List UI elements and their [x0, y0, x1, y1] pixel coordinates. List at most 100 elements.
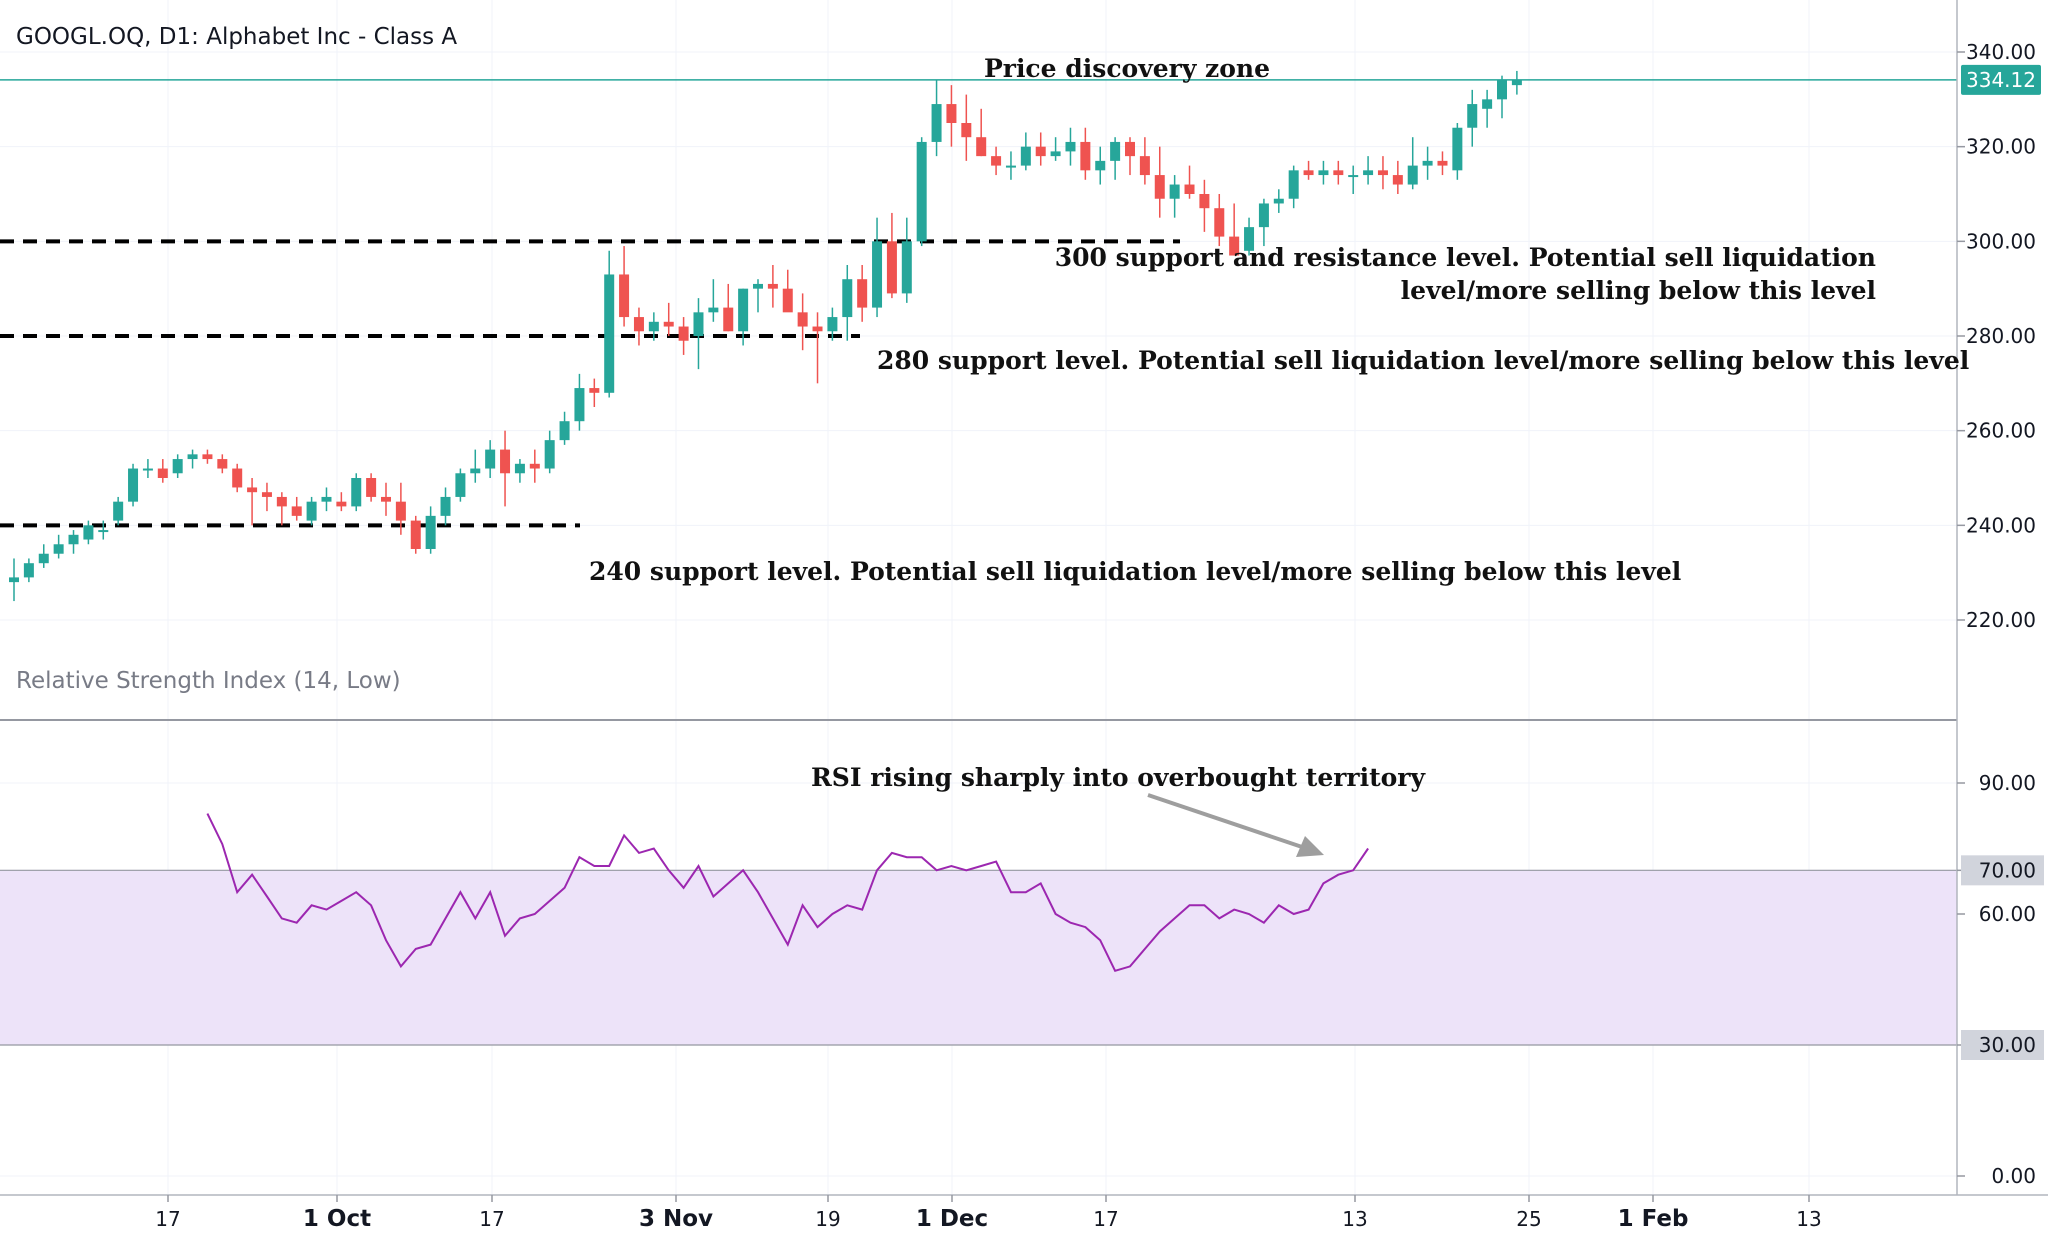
- price-tick-label: 340.00: [1966, 40, 2036, 64]
- candle: [1288, 165, 1299, 209]
- candle-body: [410, 520, 421, 549]
- time-axis[interactable]: 17 1 Oct 17 3 Nov 19 1 Dec 17 13 25 1 Feb 13: [155, 1195, 1822, 1232]
- candle: [782, 269, 793, 313]
- candle: [1511, 70, 1522, 95]
- candle: [395, 482, 406, 535]
- candle: [1020, 132, 1031, 171]
- candle-body: [708, 307, 719, 313]
- candle: [261, 482, 272, 512]
- candle-body: [633, 317, 644, 332]
- price-tick-label: 240.00: [1966, 513, 2036, 537]
- candle-body: [1437, 160, 1448, 166]
- support-levels: [0, 239, 1180, 528]
- candle-body: [1497, 80, 1507, 100]
- candle: [98, 520, 109, 540]
- candle: [872, 217, 883, 318]
- price-axis[interactable]: 340.00 320.00 300.00 280.00 260.00 240.00 220.…: [1957, 40, 2036, 632]
- candle: [1169, 175, 1180, 218]
- candle: [68, 530, 79, 554]
- candle-body: [1392, 175, 1403, 185]
- candle: [738, 288, 749, 346]
- candle: [901, 217, 912, 303]
- candle-body: [782, 288, 793, 313]
- candle-body: [857, 279, 868, 308]
- candle: [232, 463, 243, 493]
- time-tick-label: 17: [155, 1207, 180, 1231]
- candle: [53, 534, 64, 559]
- time-tick-label: 13: [1342, 1207, 1367, 1231]
- candle: [1154, 146, 1165, 218]
- candle-body: [753, 283, 763, 289]
- candle: [976, 108, 987, 157]
- candlesticks: [9, 70, 1522, 602]
- candle-body: [648, 321, 659, 332]
- candle-body: [470, 468, 481, 474]
- candle: [1229, 203, 1240, 256]
- rsi-annotation: RSI rising sharply into overbought terri…: [811, 763, 1426, 792]
- candle: [663, 302, 674, 336]
- candle: [1080, 127, 1091, 180]
- candle: [961, 94, 972, 161]
- candle-body: [961, 123, 972, 138]
- candle: [1467, 89, 1478, 147]
- candle-body: [1377, 170, 1388, 176]
- candle-body: [1303, 170, 1314, 176]
- candle: [1005, 151, 1016, 180]
- candle: [500, 430, 511, 507]
- candle-body: [187, 454, 198, 460]
- candle-body: [98, 530, 109, 533]
- candle: [202, 449, 213, 464]
- candle: [767, 265, 778, 308]
- candle: [217, 454, 228, 474]
- candle-body: [202, 454, 213, 460]
- candle: [1452, 123, 1463, 180]
- candle-body: [1244, 227, 1255, 251]
- candle: [381, 482, 391, 516]
- candle-body: [1110, 141, 1121, 161]
- candle-body: [663, 321, 674, 327]
- candle-body: [619, 274, 630, 318]
- candle-body: [172, 459, 183, 474]
- candle-body: [1467, 104, 1478, 128]
- candle-body: [827, 317, 838, 332]
- candle: [470, 449, 481, 483]
- candle-body: [514, 463, 525, 474]
- candle-body: [306, 501, 317, 521]
- candle-body: [425, 515, 436, 549]
- candle-body: [931, 104, 942, 142]
- candle-body: [1184, 184, 1195, 194]
- candle-body: [1139, 156, 1150, 176]
- candle-body: [1154, 175, 1165, 199]
- time-tick-label: 25: [1516, 1207, 1541, 1231]
- rsi-axis[interactable]: 90.00 70.00 60.00 30.00 0.00: [1957, 771, 2044, 1188]
- candle: [886, 212, 897, 299]
- candle-body: [991, 156, 1002, 166]
- candle: [1377, 156, 1388, 190]
- candle: [857, 265, 868, 322]
- candle: [321, 487, 332, 512]
- candle-body: [1452, 127, 1463, 171]
- time-tick-label: 1 Dec: [916, 1206, 988, 1232]
- candle: [797, 293, 808, 351]
- rsi-tick-label: 30.00: [1979, 1033, 2036, 1057]
- price-tick-label: 220.00: [1966, 608, 2036, 632]
- candle-body: [1020, 146, 1031, 166]
- candle-body: [53, 544, 64, 554]
- candle: [247, 478, 258, 526]
- candle: [589, 378, 600, 407]
- candle-body: [1511, 80, 1522, 86]
- candle: [514, 459, 525, 483]
- time-tick-label: 3 Nov: [639, 1206, 713, 1232]
- candle: [1110, 137, 1121, 180]
- rsi-indicator-label: Relative Strength Index (14, Low): [16, 668, 401, 694]
- candle: [723, 283, 734, 332]
- candle-body: [812, 326, 823, 332]
- time-tick-label: 17: [479, 1207, 504, 1231]
- candle-body: [1050, 151, 1061, 157]
- chart-title: GOOGL.OQ, D1: Alphabet Inc - Class A: [16, 24, 457, 50]
- candle-body: [946, 104, 957, 123]
- candle-body: [976, 137, 987, 157]
- candle-body: [128, 468, 139, 502]
- candle: [1199, 179, 1210, 232]
